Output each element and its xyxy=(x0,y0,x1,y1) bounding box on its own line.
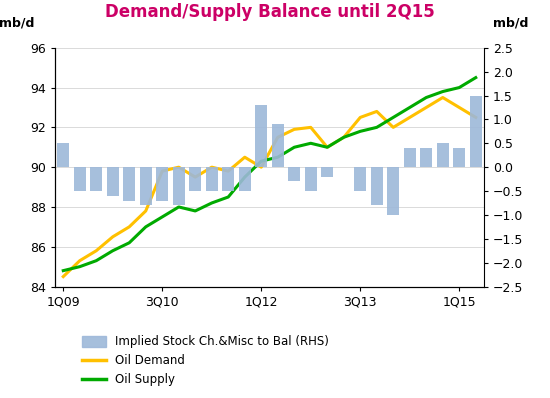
Bar xyxy=(453,148,465,167)
Bar xyxy=(371,167,383,205)
Bar xyxy=(437,143,449,167)
Bar xyxy=(387,167,399,215)
Bar xyxy=(305,167,317,191)
Bar xyxy=(206,167,217,191)
Bar xyxy=(173,167,185,205)
Legend: Implied Stock Ch.&Misc to Bal (RHS), Oil Demand, Oil Supply: Implied Stock Ch.&Misc to Bal (RHS), Oil… xyxy=(82,336,329,386)
Bar xyxy=(321,167,333,177)
Bar xyxy=(354,167,366,191)
Bar xyxy=(272,124,284,167)
Title: Demand/Supply Balance until 2Q15: Demand/Supply Balance until 2Q15 xyxy=(104,3,435,21)
Bar xyxy=(107,167,119,196)
Bar xyxy=(74,167,85,191)
Bar xyxy=(157,167,168,201)
Text: mb/d: mb/d xyxy=(0,17,35,30)
Text: mb/d: mb/d xyxy=(493,17,528,30)
Bar xyxy=(420,148,432,167)
Bar xyxy=(239,167,250,191)
Bar xyxy=(123,167,135,201)
Bar xyxy=(90,167,102,191)
Bar xyxy=(470,96,482,167)
Bar xyxy=(57,143,69,167)
Bar xyxy=(255,105,267,167)
Bar xyxy=(404,148,416,167)
Bar xyxy=(289,167,300,181)
Bar xyxy=(140,167,152,205)
Bar xyxy=(222,167,234,191)
Bar xyxy=(189,167,201,191)
